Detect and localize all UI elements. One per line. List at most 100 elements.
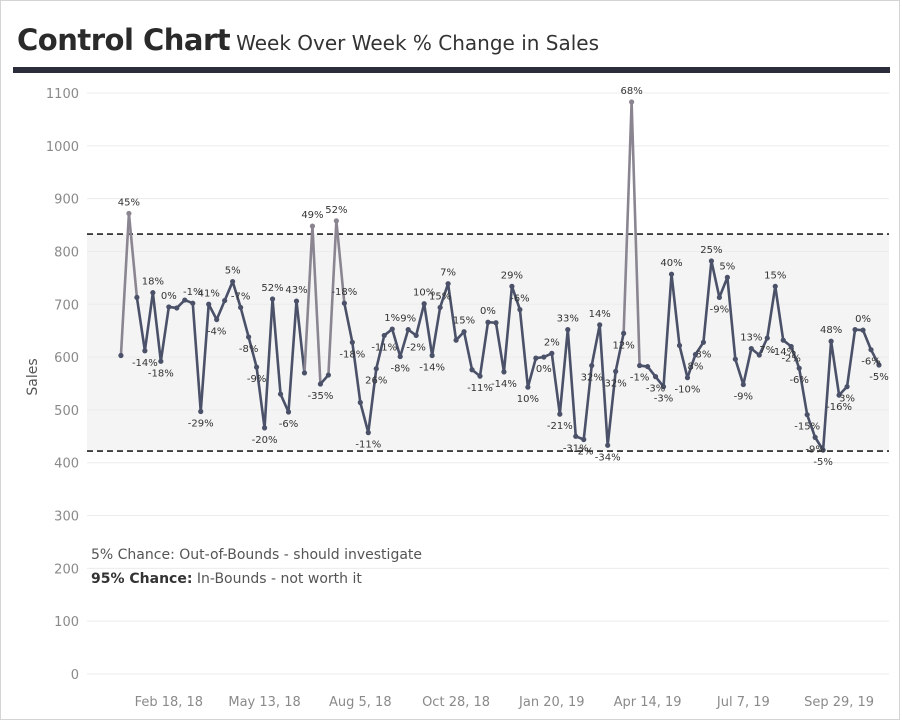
series-segment [191, 301, 203, 413]
series-segment [829, 339, 841, 397]
series-segment [742, 347, 753, 386]
series-segment [869, 348, 881, 367]
x-tick-label: Feb 18, 18 [135, 695, 204, 710]
data-point [501, 369, 507, 375]
series-segment [670, 272, 681, 347]
data-point [118, 352, 124, 359]
y-tick-label: 600 [54, 351, 79, 366]
data-label: 45% [118, 197, 140, 208]
series-segment [430, 306, 442, 357]
data-point [756, 352, 762, 358]
note-in-bounds-pct: 95% Chance: [91, 571, 193, 587]
data-label: 32% [581, 373, 603, 384]
data-point [341, 300, 347, 306]
series-segment [773, 285, 785, 342]
x-tick-label: Jan 20, 19 [518, 695, 585, 710]
series-segment [502, 285, 514, 374]
data-label: 5% [225, 266, 241, 277]
data-label: -3% [646, 384, 665, 395]
data-label: 14% [589, 309, 611, 320]
series-segment [726, 276, 737, 361]
data-point [238, 304, 244, 311]
data-label: -3% [654, 394, 673, 405]
series-segment [566, 328, 578, 438]
data-point [780, 337, 786, 343]
y-tick-label: 500 [54, 404, 79, 419]
data-label: -8% [390, 364, 409, 375]
data-point [373, 366, 379, 372]
data-point [309, 223, 316, 229]
data-label: 52% [261, 283, 283, 294]
data-point [708, 258, 715, 264]
data-point [541, 354, 547, 360]
data-point [852, 327, 858, 333]
data-label: -9% [247, 374, 266, 385]
series-segment [510, 285, 522, 311]
data-point [613, 368, 619, 374]
data-point [573, 433, 579, 439]
data-label: -7% [231, 291, 250, 302]
data-point [868, 347, 874, 353]
data-label: -6% [789, 375, 808, 386]
series-segment [734, 357, 745, 386]
data-point [301, 370, 308, 376]
data-point [724, 274, 730, 280]
data-point [445, 281, 451, 287]
series-segment [558, 328, 570, 416]
data-label: -2% [781, 354, 800, 365]
series-segment [295, 299, 306, 375]
data-point [597, 322, 603, 328]
data-point [230, 278, 236, 285]
data-point [246, 334, 252, 340]
series-segment [797, 366, 809, 416]
series-segment [757, 336, 769, 357]
series-segment [438, 282, 450, 309]
data-point [214, 316, 220, 323]
data-label: -5% [869, 372, 888, 383]
series-segment [239, 306, 250, 339]
data-point [644, 363, 651, 370]
data-point [700, 339, 707, 345]
data-label: -4% [207, 327, 226, 338]
data-point [158, 358, 164, 364]
x-tick-label: Jul 7, 19 [716, 695, 770, 710]
data-label: -31% [563, 443, 589, 454]
data-point [772, 283, 778, 289]
data-label: 68% [621, 86, 643, 97]
series-segment [478, 320, 490, 378]
series-segment [598, 323, 609, 447]
y-tick-label: 800 [54, 245, 79, 260]
data-label: 1% [384, 313, 400, 324]
data-point [844, 384, 850, 390]
data-point [389, 326, 395, 332]
data-label: -6% [510, 294, 529, 305]
y-tick-label: 400 [54, 457, 79, 472]
data-label: 40% [660, 258, 682, 269]
data-point [676, 342, 683, 349]
data-label: 7% [759, 345, 775, 356]
control-chart: 0 100 200 300 400 500 600 700 800 900 1000 1100 Feb… [25, 86, 889, 710]
series-segment [151, 291, 163, 363]
data-label: 26% [365, 376, 387, 387]
series-segment [821, 339, 833, 452]
series-segment [207, 302, 218, 321]
series-segment [446, 282, 458, 342]
data-point [325, 372, 332, 378]
data-point [277, 391, 284, 397]
x-tick-label: Oct 28, 18 [422, 695, 490, 710]
data-label: -18% [339, 349, 365, 360]
data-point [804, 412, 810, 418]
series-segment [702, 259, 713, 344]
data-point [349, 339, 355, 345]
data-point [397, 353, 403, 360]
data-label: -11% [371, 342, 397, 353]
data-label: -2% [574, 446, 593, 457]
y-tick-label: 1100 [46, 87, 79, 102]
data-label: 0% [855, 314, 871, 325]
data-label: 12% [613, 340, 635, 351]
data-point [525, 384, 531, 390]
series-segment [327, 219, 338, 377]
data-point [453, 337, 459, 343]
x-tick-label: Apr 14, 19 [614, 695, 682, 710]
